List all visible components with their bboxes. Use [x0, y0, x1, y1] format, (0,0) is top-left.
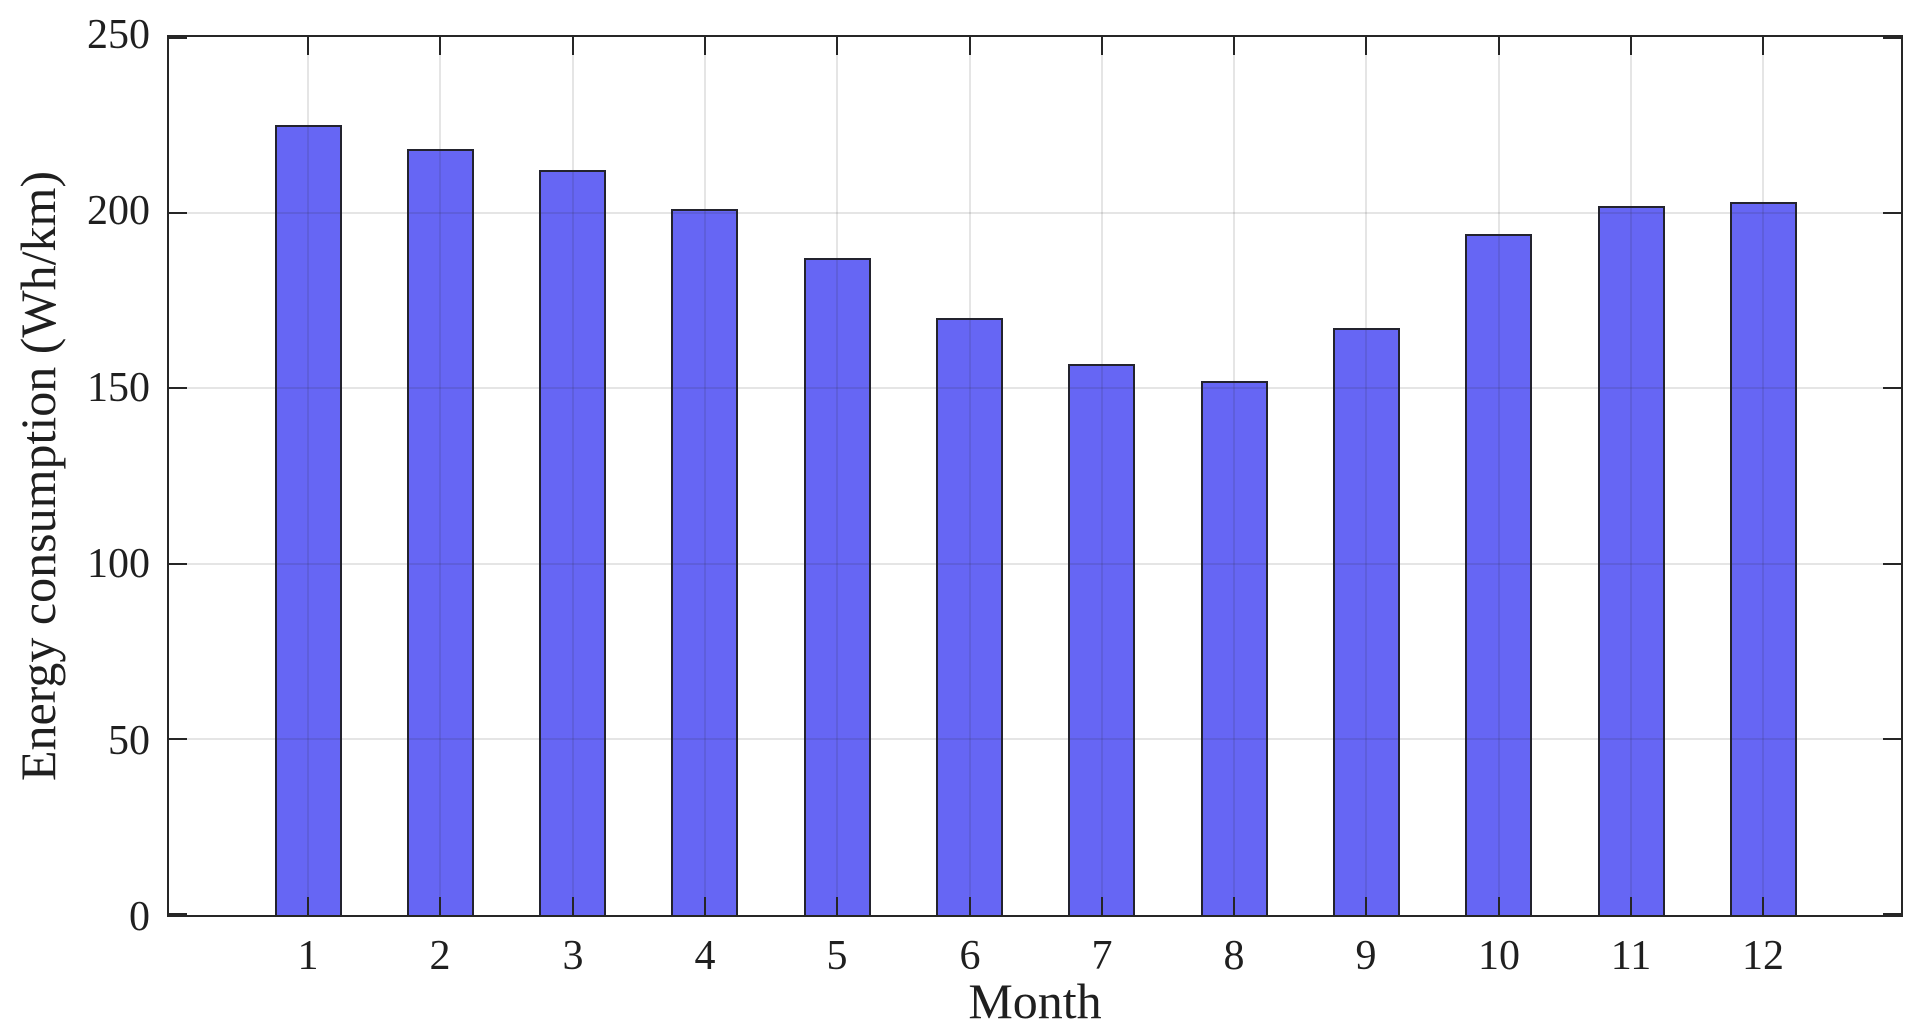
- y-tick-label-250: 250: [87, 12, 150, 58]
- bar-month-1: [274, 125, 342, 915]
- x-tick-label-11: 11: [1610, 933, 1652, 979]
- x-tick-mark-bottom-7: [1100, 897, 1103, 915]
- y-tick-label-150: 150: [87, 365, 150, 411]
- x-tick-mark-bottom-2: [439, 897, 442, 915]
- bar-month-4: [671, 209, 739, 915]
- x-tick-mark-bottom-6: [968, 897, 971, 915]
- x-tick-label-2: 2: [429, 933, 451, 979]
- x-gridline-4: [703, 37, 706, 915]
- x-tick-mark-top-2: [439, 37, 442, 55]
- x-gridline-6: [968, 37, 971, 915]
- x-tick-mark-bottom-3: [571, 897, 574, 915]
- x-tick-mark-top-7: [1100, 37, 1103, 55]
- x-tick-mark-top-10: [1497, 37, 1500, 55]
- x-gridline-5: [836, 37, 839, 915]
- x-tick-label-7: 7: [1091, 933, 1113, 979]
- bar-month-12: [1729, 202, 1797, 915]
- x-tick-label-12: 12: [1742, 933, 1784, 979]
- bar-month-10: [1465, 234, 1533, 915]
- bar-month-2: [406, 149, 474, 915]
- bar-month-3: [539, 170, 607, 915]
- x-gridline-10: [1497, 37, 1500, 915]
- y-tick-mark-right-150: [1883, 387, 1901, 390]
- x-tick-label-9: 9: [1355, 933, 1377, 979]
- y-tick-mark-right-100: [1883, 562, 1901, 565]
- x-tick-mark-bottom-9: [1365, 897, 1368, 915]
- bar-month-11: [1597, 206, 1665, 915]
- y-tick-mark-right-50: [1883, 738, 1901, 741]
- y-gridline-200: [169, 211, 1901, 214]
- x-tick-mark-top-5: [836, 37, 839, 55]
- x-tick-mark-top-1: [307, 37, 309, 55]
- y-tick-label-100: 100: [87, 541, 150, 587]
- x-gridline-7: [1100, 37, 1103, 915]
- y-tick-label-0: 0: [129, 894, 150, 940]
- x-tick-label-10: 10: [1478, 933, 1520, 979]
- x-tick-mark-top-8: [1233, 37, 1236, 55]
- x-gridline-11: [1630, 37, 1632, 915]
- x-tick-mark-bottom-1: [307, 897, 309, 915]
- x-tick-mark-top-12: [1762, 37, 1765, 55]
- y-tick-mark-left-0: [169, 913, 187, 915]
- x-tick-label-3: 3: [562, 933, 584, 979]
- x-tick-mark-top-11: [1630, 37, 1632, 55]
- bar-month-8: [1200, 381, 1268, 915]
- x-tick-label-6: 6: [959, 933, 981, 979]
- y-tick-mark-right-0: [1883, 913, 1901, 915]
- x-tick-label-5: 5: [826, 933, 848, 979]
- bar-month-9: [1332, 328, 1400, 915]
- y-tick-mark-left-50: [169, 738, 187, 741]
- x-tick-label-4: 4: [694, 933, 716, 979]
- x-tick-mark-top-6: [968, 37, 971, 55]
- bar-month-7: [1068, 364, 1136, 915]
- y-tick-mark-right-250: [1883, 37, 1901, 39]
- y-gridline-150: [169, 387, 1901, 390]
- y-tick-mark-right-200: [1883, 211, 1901, 214]
- x-gridline-12: [1762, 37, 1765, 915]
- y-tick-mark-left-250: [169, 37, 187, 39]
- bar-month-6: [936, 318, 1003, 915]
- y-tick-label-200: 200: [87, 188, 150, 234]
- x-tick-mark-bottom-10: [1497, 897, 1500, 915]
- y-axis-label: Energy consumption (Wh/km): [10, 170, 66, 782]
- x-tick-mark-bottom-11: [1630, 897, 1632, 915]
- x-tick-label-8: 8: [1223, 933, 1245, 979]
- x-tick-mark-bottom-8: [1233, 897, 1236, 915]
- x-tick-mark-top-3: [571, 37, 574, 55]
- y-tick-mark-left-100: [169, 562, 187, 565]
- bar-month-5: [803, 258, 871, 915]
- y-gridline-50: [169, 738, 1901, 741]
- x-gridline-8: [1233, 37, 1236, 915]
- plot-area: [167, 35, 1903, 917]
- x-tick-label-1: 1: [297, 933, 319, 979]
- y-tick-mark-left-200: [169, 211, 187, 214]
- x-tick-mark-top-4: [703, 37, 706, 55]
- x-tick-mark-bottom-4: [703, 897, 706, 915]
- y-tick-label-50: 50: [108, 718, 150, 764]
- x-tick-mark-top-9: [1365, 37, 1368, 55]
- y-tick-mark-left-150: [169, 387, 187, 390]
- x-tick-mark-bottom-5: [836, 897, 839, 915]
- x-gridline-9: [1365, 37, 1368, 915]
- x-gridline-3: [571, 37, 574, 915]
- x-axis-label: Month: [968, 973, 1102, 1029]
- x-gridline-2: [439, 37, 442, 915]
- x-gridline-1: [307, 37, 309, 915]
- x-tick-mark-bottom-12: [1762, 897, 1765, 915]
- y-gridline-100: [169, 562, 1901, 565]
